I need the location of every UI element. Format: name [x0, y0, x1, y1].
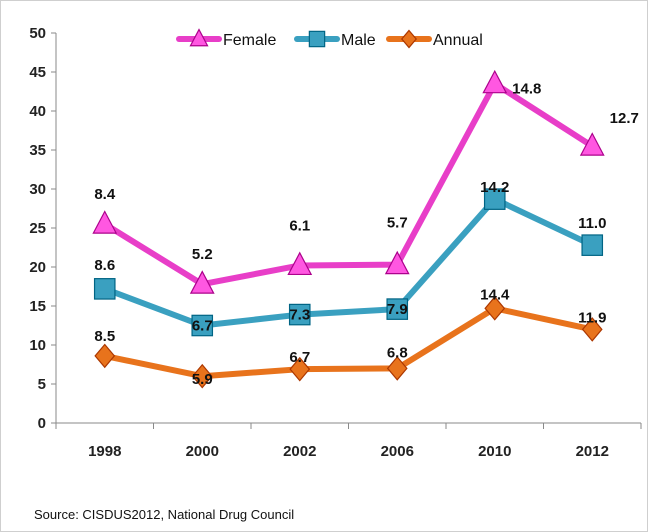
y-tick-label: 25 [29, 220, 46, 237]
data-label-male: 11.0 [578, 215, 606, 232]
legend-label-male: Male [341, 32, 376, 49]
series-line-male [101, 196, 596, 329]
series-group [92, 69, 605, 389]
data-label-male: 14.2 [480, 179, 509, 196]
y-tick-label: 45 [29, 64, 46, 81]
point-annual [386, 356, 408, 381]
data-label-annual: 5.9 [192, 371, 213, 388]
x-tick-label: 2002 [283, 443, 316, 460]
point-male [483, 188, 506, 210]
y-tick-label: 50 [29, 25, 46, 42]
data-label-male: 7.9 [387, 301, 408, 318]
x-tick-label: 2000 [186, 443, 219, 460]
point-annual [289, 356, 311, 382]
legend: Female Male Annual [176, 28, 483, 49]
data-label-male: 7.3 [289, 307, 310, 324]
point-male [191, 314, 214, 337]
point-male [93, 278, 116, 300]
point-annual [581, 317, 603, 342]
x-tick-label: 1998 [88, 443, 121, 460]
source-note: Source: CISDUS2012, National Drug Counci… [34, 507, 295, 522]
series-line-annual [101, 305, 596, 380]
x-tick-label: 2006 [381, 443, 414, 460]
legend-label-annual: Annual [433, 32, 483, 49]
point-female [384, 250, 410, 275]
data-label-annual: 8.5 [94, 328, 115, 345]
y-tick-label: 30 [29, 181, 46, 198]
point-female [92, 210, 118, 234]
x-tick-labels: 1998 2000 2002 2006 2010 2012 [88, 443, 609, 460]
y-tick-label: 5 [38, 376, 46, 393]
point-male [581, 234, 604, 256]
data-label-annual: 14.4 [480, 286, 510, 303]
data-label-female: 6.1 [289, 217, 310, 234]
data-label-female: 5.7 [387, 215, 408, 232]
legend-marker-male [308, 30, 326, 48]
data-label-female: 5.2 [192, 246, 213, 263]
legend-marker-annual [401, 29, 417, 49]
point-annual [191, 363, 213, 389]
axes [51, 32, 642, 429]
data-label-male: 8.6 [94, 257, 115, 274]
data-label-female: 12.7 [610, 110, 639, 127]
point-female [189, 270, 215, 294]
data-label-female: 8.4 [94, 186, 116, 203]
series-line-female [101, 80, 596, 288]
y-tick-label: 40 [29, 103, 46, 120]
y-tick-label: 35 [29, 142, 46, 159]
line-chart: 0 5 10 15 20 25 30 35 40 45 50 1998 2000 2002 2006 201… [29, 25, 642, 460]
data-label-female: 14.8 [512, 81, 541, 98]
point-female [579, 132, 605, 156]
point-female [287, 251, 313, 276]
data-label-annual: 11.9 [578, 309, 606, 326]
data-labels: 8.4 5.2 6.1 5.7 14.8 12.7 8.6 6.7 7.3 7.9 14.2 11.0… [94, 81, 639, 389]
x-tick-label: 2012 [576, 443, 609, 460]
y-tick-label: 15 [29, 298, 46, 315]
point-annual [94, 343, 116, 369]
y-tick-label: 0 [38, 415, 46, 432]
data-label-male: 6.7 [192, 318, 213, 335]
point-female [482, 69, 508, 94]
legend-marker-female [189, 28, 209, 47]
point-male [386, 298, 409, 320]
point-annual [484, 296, 506, 321]
y-tick-label: 20 [29, 259, 46, 276]
x-tick-label: 2010 [478, 443, 511, 460]
data-label-annual: 6.8 [387, 344, 408, 361]
data-label-annual: 6.7 [289, 349, 310, 366]
point-male [288, 303, 311, 326]
y-tick-label: 10 [29, 337, 46, 354]
y-tick-labels: 0 5 10 15 20 25 30 35 40 45 50 [29, 25, 46, 432]
legend-label-female: Female [223, 32, 276, 49]
